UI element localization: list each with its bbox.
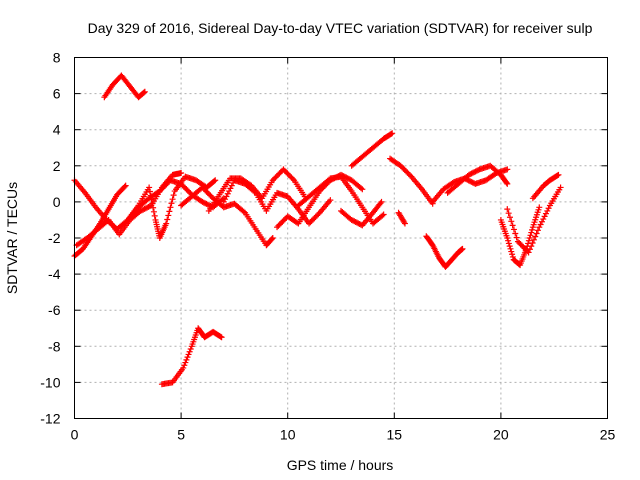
series-arc-c	[73, 170, 185, 249]
series-arc-r	[504, 184, 564, 256]
data-point-marks	[73, 170, 185, 249]
data-markers	[71, 72, 564, 388]
data-point-marks	[295, 173, 387, 227]
series-arc-d	[124, 173, 219, 241]
data-point-marks	[395, 209, 408, 227]
data-point-marks	[124, 173, 219, 241]
series-arc-s	[529, 171, 562, 202]
y-tick-label: -4	[48, 266, 61, 282]
x-tick-label: 20	[493, 427, 509, 443]
data-point-marks	[387, 155, 436, 207]
data-point-marks	[71, 182, 129, 260]
series-arc-l	[387, 155, 436, 207]
data-point-marks	[504, 184, 564, 256]
data-point-marks	[158, 325, 225, 388]
y-tick-label: -12	[40, 411, 60, 427]
x-tick-label: 25	[600, 427, 616, 443]
y-tick-label: -2	[48, 230, 61, 246]
y-tick-label: 6	[53, 86, 61, 102]
series-arc-i	[295, 173, 387, 227]
x-axis-title: GPS time / hours	[287, 457, 394, 473]
series-arc-high	[101, 72, 148, 101]
series-arc-low	[158, 325, 225, 388]
y-tick-label: -10	[40, 374, 60, 390]
y-tick-label: -8	[48, 338, 61, 354]
series-arc-p	[444, 162, 511, 196]
data-point-marks	[444, 162, 511, 196]
series-arc-m	[395, 209, 408, 227]
y-tick-labels: -12 -10 -8 -6 -4 -2 0 2 4 6 8	[40, 50, 60, 427]
y-tick-label: 8	[53, 50, 61, 66]
data-point-marks	[529, 171, 562, 202]
x-tick-label: 15	[387, 427, 403, 443]
series-arc-n	[423, 233, 466, 270]
series-arc-j	[348, 130, 396, 169]
y-axis-title: SDTVAR / TECUs	[4, 182, 20, 294]
data-point-marks	[348, 130, 396, 169]
y-tick-label: -6	[48, 302, 61, 318]
data-point-marks	[423, 233, 466, 270]
y-tick-label: 0	[53, 194, 61, 210]
grid-lines	[74, 57, 608, 419]
data-point-marks	[205, 166, 308, 214]
x-tick-labels: 0 5 10 15 20 25	[71, 427, 616, 443]
plot-frame	[74, 57, 608, 419]
y-tick-label: 4	[53, 122, 61, 138]
data-point-marks	[101, 72, 148, 101]
series-arc-e	[178, 184, 276, 249]
x-tick-label: 5	[177, 427, 185, 443]
data-point-marks	[338, 198, 385, 229]
series-arc-k	[338, 198, 385, 229]
x-tick-label: 10	[280, 427, 296, 443]
series-arc-b	[71, 182, 129, 260]
chart-title: Day 329 of 2016, Sidereal Day-to-day VTE…	[88, 20, 593, 36]
y-tick-label: 2	[53, 158, 61, 174]
series-arc-f	[205, 166, 308, 214]
data-point-marks	[178, 184, 276, 249]
x-tick-label: 0	[71, 427, 79, 443]
